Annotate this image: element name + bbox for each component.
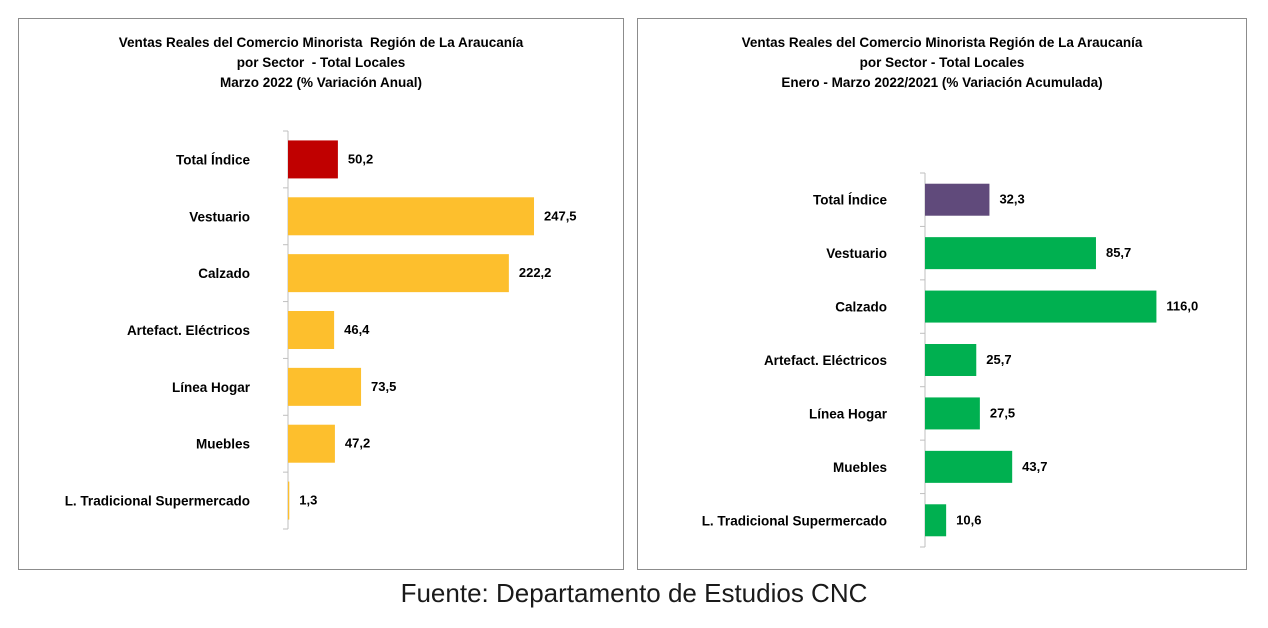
bar-muebles	[288, 424, 335, 463]
data-label: 222,2	[519, 265, 552, 280]
bar-l-tradicional-supermercado	[288, 481, 290, 520]
data-label: 27,5	[990, 405, 1015, 420]
bar-muebles	[925, 450, 1013, 483]
data-label: 47,2	[345, 436, 370, 451]
bar-chart-cumulative: Total Índice 32,3 Vestuario 85,7 Calzado 116,…	[702, 172, 1198, 548]
bar-l-tradicional-supermercado	[925, 504, 947, 537]
bar-chart-annual: Total Índice 50,2 Vestuario 247,5 Calzado 222…	[65, 130, 577, 530]
category-label: Calzado	[835, 300, 887, 315]
chart-title-line-2: por Sector - Total Locales	[859, 55, 1025, 70]
bar-vestuario	[288, 197, 535, 236]
category-label: Línea Hogar	[172, 380, 251, 395]
bar-total-ndice	[288, 140, 338, 179]
bar-calzado	[288, 254, 509, 293]
data-label: 247,5	[544, 208, 577, 223]
category-label: Total Índice	[176, 152, 250, 167]
data-label: 46,4	[344, 322, 370, 337]
category-label: Muebles	[196, 437, 250, 452]
bar-total-ndice	[925, 183, 990, 216]
data-label: 50,2	[348, 151, 373, 166]
data-label: 25,7	[986, 352, 1011, 367]
category-label: Muebles	[833, 460, 887, 475]
bar-l-nea-hogar	[288, 367, 362, 406]
data-label: 73,5	[371, 379, 396, 394]
data-label: 85,7	[1106, 245, 1131, 260]
category-label: Calzado	[198, 266, 250, 281]
chart-title-line-3: Enero - Marzo 2022/2021 (% Variación Acu…	[781, 75, 1103, 90]
category-label: Total Índice	[813, 193, 887, 208]
category-label: Línea Hogar	[809, 406, 888, 421]
chart-panel-cumulative: Ventas Reales del Comercio Minorista Reg…	[637, 18, 1247, 570]
category-label: L. Tradicional Supermercado	[702, 513, 887, 528]
data-label: 10,6	[956, 512, 981, 527]
chart-title-line-3: Marzo 2022 (% Variación Anual)	[219, 75, 423, 90]
chart-title: Ventas Reales del Comercio Minorista Reg…	[19, 33, 623, 93]
data-label: 43,7	[1022, 459, 1047, 474]
chart-title: Ventas Reales del Comercio Minorista Reg…	[638, 33, 1246, 93]
bar-artefact-el-ctricos	[288, 311, 335, 349]
chart-title-line-1: Ventas Reales del Comercio Minorista Reg…	[741, 35, 1143, 50]
category-label: L. Tradicional Supermercado	[65, 494, 250, 509]
source-note: Fuente: Departamento de Estudios CNC	[400, 578, 868, 608]
data-label: 32,3	[999, 192, 1024, 207]
category-label: Vestuario	[826, 246, 887, 261]
chart-title-line-1: Ventas Reales del Comercio Minorista Reg…	[118, 35, 524, 50]
category-label: Artefact. Eléctricos	[127, 323, 250, 338]
chart-panel-annual: Ventas Reales del Comercio Minorista Reg…	[18, 18, 624, 570]
data-label: 1,3	[299, 493, 317, 508]
data-label: 116,0	[1166, 299, 1198, 314]
bar-calzado	[925, 290, 1157, 323]
category-label: Vestuario	[189, 209, 250, 224]
chart-title-line-2: por Sector - Total Locales	[236, 55, 406, 70]
bar-artefact-el-ctricos	[925, 344, 977, 376]
bar-l-nea-hogar	[925, 397, 980, 430]
bar-vestuario	[925, 237, 1096, 270]
category-label: Artefact. Eléctricos	[764, 353, 887, 368]
